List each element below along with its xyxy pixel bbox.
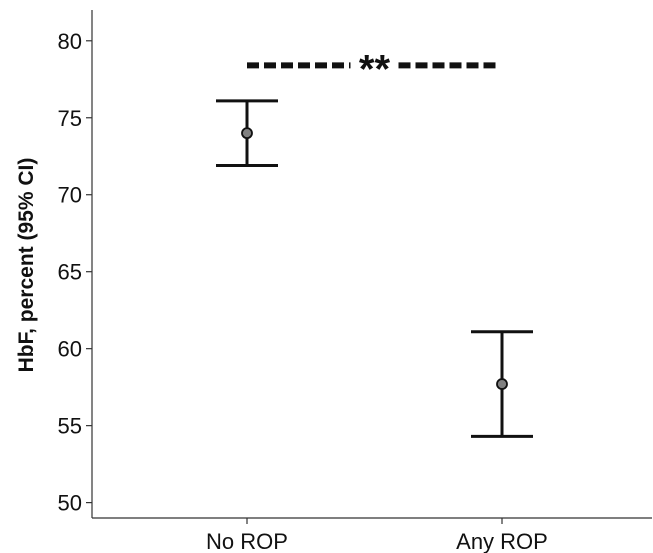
y-ticks: 50 55 60 65 70 75 80	[58, 29, 92, 516]
y-tick-label: 50	[58, 491, 82, 516]
mean-point	[496, 378, 508, 390]
significance-bracket: **	[247, 47, 498, 91]
x-tick-label: Any ROP	[456, 529, 548, 553]
mean-point	[241, 127, 253, 140]
y-tick-label: 65	[58, 260, 82, 285]
y-tick-label: 80	[58, 29, 82, 54]
y-tick-label: 75	[58, 106, 82, 131]
error-bars	[216, 99, 533, 438]
y-axis-label: HbF, percent (95% CI)	[15, 158, 38, 373]
y-tick-label: 60	[58, 337, 82, 362]
y-tick-label: 70	[58, 183, 82, 208]
y-tick-label: 55	[58, 414, 82, 439]
x-ticks: No ROP Any ROP	[206, 518, 548, 553]
significance-label: **	[359, 47, 391, 91]
x-tick-label: No ROP	[206, 529, 288, 553]
